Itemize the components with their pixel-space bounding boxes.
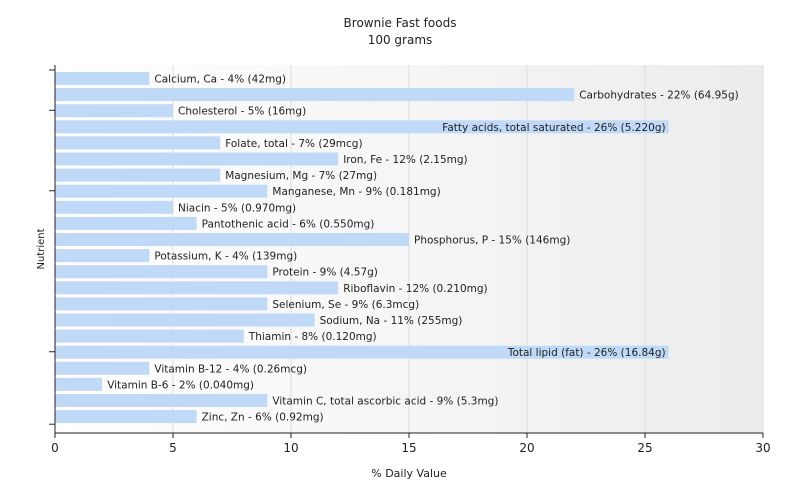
data-label: Vitamin B-6 - 2% (0.040mg) — [107, 379, 254, 391]
bar — [55, 313, 315, 327]
bar — [55, 249, 150, 263]
data-label: Pantothenic acid - 6% (0.550mg) — [202, 218, 375, 230]
bar — [55, 72, 150, 85]
chart-subtitle: 100 grams — [368, 33, 433, 47]
bar — [55, 297, 268, 311]
data-label: Vitamin B-12 - 4% (0.26mcg) — [154, 363, 307, 375]
x-tick-label: 5 — [169, 441, 177, 455]
bar — [55, 88, 575, 102]
bar — [55, 120, 669, 134]
x-tick-label: 0 — [51, 441, 59, 455]
data-label: Calcium, Ca - 4% (42mg) — [154, 74, 286, 86]
data-label: Fatty acids, total saturated - 26% (5.22… — [442, 122, 665, 134]
bar — [55, 394, 268, 407]
bar — [55, 168, 221, 182]
bars — [55, 72, 669, 424]
data-label: Magnesium, Mg - 7% (27mg) — [225, 170, 377, 182]
bar — [55, 233, 409, 246]
bar — [55, 152, 339, 166]
bar — [55, 104, 173, 118]
data-label: Carbohydrates - 22% (64.95g) — [579, 90, 739, 102]
chart-title: Brownie Fast foods — [344, 16, 457, 30]
data-label: Potassium, K - 4% (139mg) — [154, 251, 297, 263]
bar — [55, 281, 339, 295]
bar — [55, 361, 150, 375]
bar — [55, 410, 197, 424]
y-axis-label: Nutrient — [36, 228, 47, 269]
x-tick-label: 25 — [637, 441, 652, 455]
bar — [55, 136, 221, 150]
bar — [55, 184, 268, 198]
data-label: Folate, total - 7% (29mcg) — [225, 138, 362, 150]
bar — [55, 329, 244, 343]
data-label: Selenium, Se - 9% (6.3mcg) — [272, 299, 419, 311]
data-label: Total lipid (fat) - 26% (16.84g) — [507, 347, 666, 359]
data-label: Vitamin C, total ascorbic acid - 9% (5.3… — [272, 396, 498, 408]
bar — [55, 200, 173, 214]
x-axis-label: % Daily Value — [371, 467, 447, 480]
x-tick-label: 20 — [519, 441, 534, 455]
data-label: Cholesterol - 5% (16mg) — [178, 106, 306, 118]
data-label: Protein - 9% (4.57g) — [272, 267, 378, 279]
bar — [55, 377, 103, 391]
bar — [55, 345, 669, 359]
bar — [55, 265, 268, 279]
x-tick-label: 30 — [755, 441, 770, 455]
data-label: Phosphorus, P - 15% (146mg) — [414, 235, 570, 247]
data-labels: Calcium, Ca - 4% (42mg) Carbohydrates - 2… — [107, 74, 739, 424]
x-tick-label: 15 — [401, 441, 416, 455]
axes: 0 5 10 15 20 25 30 — [49, 65, 771, 455]
data-label: Niacin - 5% (0.970mg) — [178, 202, 296, 214]
data-label: Iron, Fe - 12% (2.15mg) — [343, 154, 467, 166]
data-label: Riboflavin - 12% (0.210mg) — [343, 283, 487, 295]
data-label: Manganese, Mn - 9% (0.181mg) — [272, 186, 440, 198]
data-label: Thiamin - 8% (0.120mg) — [248, 331, 377, 343]
data-label: Sodium, Na - 11% (255mg) — [320, 315, 463, 327]
x-tick-label: 10 — [283, 441, 298, 455]
data-label: Zinc, Zn - 6% (0.92mg) — [202, 412, 324, 424]
bar — [55, 216, 197, 230]
